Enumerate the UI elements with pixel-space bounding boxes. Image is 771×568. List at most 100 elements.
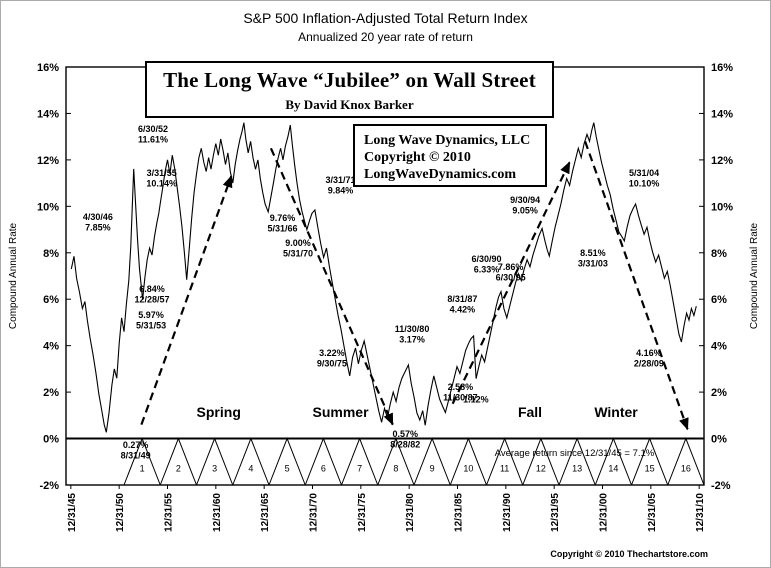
average-return-note: Average return since 12/31/45 = 7.1%	[495, 448, 655, 459]
data-annotation: 1.12%	[463, 395, 489, 405]
headline-byline: By David Knox Barker	[285, 97, 414, 112]
y-tick-label-right: 4%	[711, 341, 727, 353]
y-tick-label-right: 8%	[711, 248, 727, 260]
chart-title: S&P 500 Inflation-Adjusted Total Return …	[243, 10, 528, 26]
headline-title: The Long Wave “Jubilee” on Wall Street	[163, 68, 536, 92]
y-tick-label-left: 4%	[43, 341, 59, 353]
chart-subtitle: Annualized 20 year rate of return	[298, 30, 473, 44]
cycle-number: 13	[572, 464, 582, 474]
y-tick-label-left: 12%	[37, 155, 59, 167]
cycle-triangle	[449, 437, 487, 486]
data-annotation: 3.17%	[399, 334, 425, 344]
cycle-triangle	[486, 437, 524, 486]
data-annotation: 4/30/46	[83, 212, 113, 222]
y-tick-label-left: 10%	[37, 201, 59, 213]
y-tick-label-left: -2%	[39, 480, 59, 492]
trend-arrow	[140, 175, 233, 425]
cycle-number: 10	[463, 464, 473, 474]
cycle-number: 15	[645, 464, 655, 474]
x-tick-label: 12/31/65	[260, 493, 271, 532]
data-annotation: 8.51%	[580, 248, 606, 258]
y-tick-label-right: 10%	[711, 201, 733, 213]
data-annotation: 3/31/71	[326, 175, 356, 185]
data-annotation: 2.58%	[448, 382, 474, 392]
footer-copyright: Copyright © 2010 Thechartstore.com	[550, 549, 708, 559]
data-annotation: 3/31/03	[578, 259, 608, 269]
x-tick-label: 12/31/00	[599, 493, 610, 532]
x-tick-label: 12/31/45	[67, 493, 78, 532]
data-annotation: 5/31/66	[268, 223, 298, 233]
data-annotation: 6/30/52	[138, 124, 168, 134]
publisher-copyright: Copyright © 2010	[364, 150, 471, 165]
data-annotation: 9.05%	[512, 205, 538, 215]
cycle-number: 12	[536, 464, 546, 474]
data-annotation: 8/28/82	[390, 439, 420, 449]
data-annotation: 8/31/87	[447, 294, 477, 304]
data-annotation: 5/31/70	[283, 249, 313, 259]
cycle-number: 3	[212, 464, 217, 474]
season-label: Spring	[197, 404, 241, 420]
cycle-number: 8	[393, 464, 398, 474]
data-annotation: 2/28/09	[634, 358, 664, 368]
data-annotation: 11.61%	[138, 135, 168, 145]
x-tick-label: 12/31/90	[502, 493, 513, 532]
data-annotation: 6.33%	[474, 265, 500, 275]
trend-arrow	[451, 161, 571, 405]
cycle-triangle	[268, 437, 306, 486]
season-label: Fall	[518, 404, 542, 420]
data-annotation: 11/30/87	[443, 393, 478, 403]
cycle-number: 14	[608, 464, 618, 474]
data-annotation: 8/31/49	[121, 451, 151, 461]
data-annotation: 3.22%	[319, 348, 345, 358]
y-tick-label-left: 6%	[43, 294, 59, 306]
data-annotation: 0.57%	[393, 429, 419, 439]
y-tick-label-right: 2%	[711, 387, 727, 399]
cycle-triangle	[341, 437, 379, 486]
y-tick-label-left: 8%	[43, 248, 59, 260]
cycle-triangle	[304, 437, 342, 486]
y-tick-label-right: 0%	[711, 434, 727, 446]
y-axis-title-left: Compound Annual Rate	[8, 222, 19, 329]
data-annotation: 11/30/80	[395, 324, 430, 334]
data-annotation: 6/30/95	[496, 272, 526, 282]
cycle-number: 11	[500, 464, 509, 474]
headline-box: The Long Wave “Jubilee” on Wall Street B…	[145, 61, 554, 118]
cycle-number: 7	[357, 464, 362, 474]
publisher-website: LongWaveDynamics.com	[364, 167, 517, 182]
x-tick-label: 12/31/85	[454, 493, 465, 532]
cycle-number: 5	[285, 464, 290, 474]
data-annotation: 9.00%	[285, 238, 311, 248]
data-annotation: 5/31/04	[629, 168, 659, 178]
cycle-triangle	[196, 437, 234, 486]
data-annotation: 5/31/53	[136, 321, 166, 331]
x-tick-label: 12/31/95	[550, 493, 561, 532]
y-tick-label-right: 12%	[711, 155, 733, 167]
data-annotation: 10.10%	[629, 178, 660, 188]
data-annotation: 9.76%	[270, 213, 296, 223]
y-tick-label-right: 16%	[711, 62, 733, 74]
data-annotation: 9/30/94	[510, 195, 540, 205]
trend-arrow	[584, 140, 689, 431]
x-tick-label: 12/31/80	[405, 493, 416, 532]
x-tick-label: 12/31/10	[695, 493, 706, 532]
return-line	[70, 122, 697, 433]
cycle-triangle	[232, 437, 270, 486]
cycle-number: 1	[140, 464, 145, 474]
publisher-name: Long Wave Dynamics, LLC	[364, 133, 531, 148]
season-label: Winter	[594, 404, 638, 420]
data-annotation: 9.84%	[328, 185, 354, 195]
y-tick-label-left: 0%	[43, 434, 59, 446]
data-annotation: 12/28/57	[135, 295, 170, 305]
y-tick-label-left: 14%	[37, 108, 59, 120]
data-annotation: 4.42%	[450, 304, 476, 314]
cycle-number: 2	[176, 464, 181, 474]
x-tick-label: 12/31/05	[647, 493, 658, 532]
cycle-triangle	[522, 437, 560, 486]
cycle-triangle	[667, 437, 705, 486]
data-annotation: 7.86%	[498, 262, 524, 272]
data-annotation: 0.27%	[123, 440, 149, 450]
x-tick-label: 12/31/70	[309, 493, 320, 532]
data-annotation: 4.16%	[636, 348, 662, 358]
y-axis-title-right: Compound Annual Rate	[749, 222, 760, 329]
